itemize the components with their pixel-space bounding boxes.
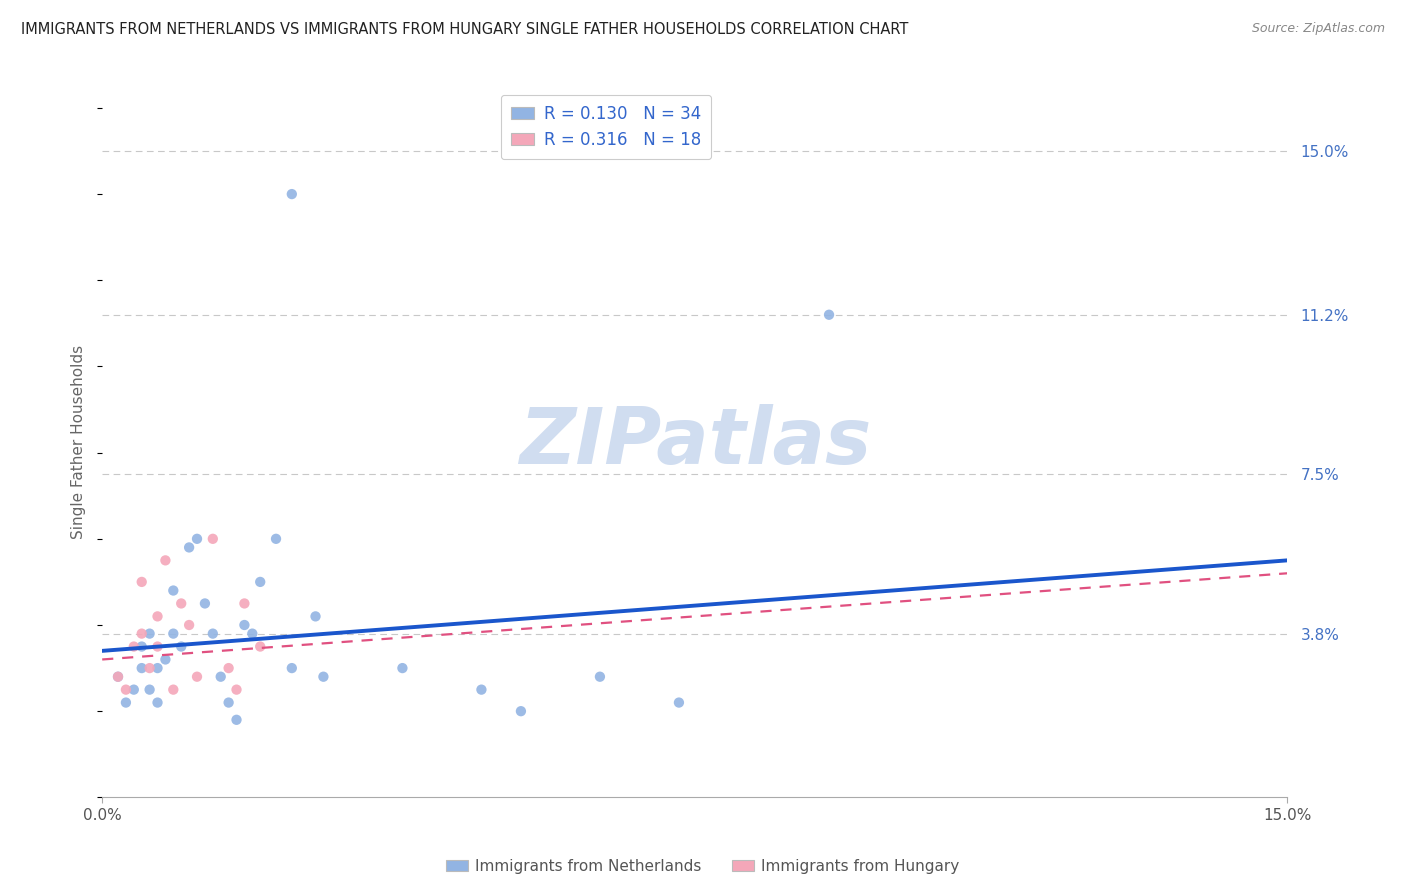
Point: [179, 541, 201, 555]
Point: [162, 583, 184, 598]
Legend: R = 0.130   N = 34, R = 0.316   N = 18: R = 0.130 N = 34, R = 0.316 N = 18: [501, 95, 711, 159]
Point: [138, 661, 160, 675]
Point: [249, 574, 271, 589]
Point: [162, 682, 184, 697]
Point: [218, 661, 240, 675]
Point: [240, 626, 263, 640]
Point: [233, 597, 256, 611]
Point: [510, 704, 533, 718]
Point: [312, 670, 335, 684]
Y-axis label: Single Father Households: Single Father Households: [72, 345, 86, 539]
Point: [146, 696, 169, 710]
Point: [146, 661, 169, 675]
Point: [138, 626, 160, 640]
Point: [115, 696, 138, 710]
Point: [138, 682, 160, 697]
Point: [146, 640, 169, 654]
Point: [209, 670, 232, 684]
Point: [304, 609, 326, 624]
Text: ZIPatlas: ZIPatlas: [519, 404, 870, 480]
Point: [131, 640, 153, 654]
Point: [470, 682, 492, 697]
Point: [131, 626, 153, 640]
Text: Source: ZipAtlas.com: Source: ZipAtlas.com: [1251, 22, 1385, 36]
Point: [179, 618, 201, 632]
Point: [122, 682, 145, 697]
Point: [131, 574, 153, 589]
Point: [281, 187, 304, 202]
Point: [818, 308, 841, 322]
Point: [233, 618, 256, 632]
Point: [201, 532, 224, 546]
Point: [201, 626, 224, 640]
Point: [155, 553, 177, 567]
Point: [249, 640, 271, 654]
Text: IMMIGRANTS FROM NETHERLANDS VS IMMIGRANTS FROM HUNGARY SINGLE FATHER HOUSEHOLDS : IMMIGRANTS FROM NETHERLANDS VS IMMIGRANT…: [21, 22, 908, 37]
Legend: Immigrants from Netherlands, Immigrants from Hungary: Immigrants from Netherlands, Immigrants …: [440, 853, 966, 880]
Point: [107, 670, 129, 684]
Point: [589, 670, 612, 684]
Point: [170, 640, 193, 654]
Point: [155, 652, 177, 666]
Point: [281, 661, 304, 675]
Point: [107, 670, 129, 684]
Point: [264, 532, 287, 546]
Point: [186, 670, 208, 684]
Point: [146, 609, 169, 624]
Point: [186, 532, 208, 546]
Point: [194, 597, 217, 611]
Point: [668, 696, 690, 710]
Point: [131, 661, 153, 675]
Point: [225, 682, 247, 697]
Point: [162, 626, 184, 640]
Point: [391, 661, 413, 675]
Point: [170, 597, 193, 611]
Point: [115, 682, 138, 697]
Point: [218, 696, 240, 710]
Point: [225, 713, 247, 727]
Point: [122, 640, 145, 654]
